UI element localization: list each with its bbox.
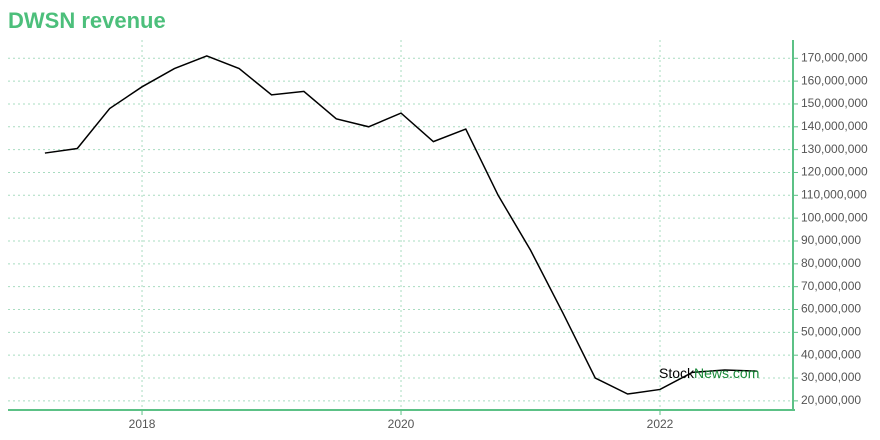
x-tick-label: 2022 [647,417,674,431]
watermark-stock: Stock [659,365,695,381]
y-tick-label: 130,000,000 [801,142,868,156]
y-tick-label: 30,000,000 [801,370,861,384]
y-tick-label: 170,000,000 [801,50,868,64]
y-tick-label: 20,000,000 [801,393,861,407]
watermark: StockNews.com [659,365,759,381]
y-tick-label: 50,000,000 [801,325,861,339]
y-tick-label: 100,000,000 [801,210,868,224]
line [44,55,758,395]
chart-title: DWSN revenue [8,8,166,33]
y-tick-label: 120,000,000 [801,165,868,179]
y-tick-label: 40,000,000 [801,347,861,361]
y-tick-label: 110,000,000 [801,187,867,201]
y-tick-label: 60,000,000 [801,302,861,316]
y-tick-label: 70,000,000 [801,279,861,293]
y-tick-label: 90,000,000 [801,233,861,247]
x-tick-label: 2018 [129,417,156,431]
y-tick-label: 150,000,000 [801,96,868,110]
x-tick-label: 2020 [388,417,415,431]
y-tick-label: 160,000,000 [801,73,868,87]
watermark-news: News.com [694,365,759,381]
y-tick-label: 80,000,000 [801,256,861,270]
y-tick-label: 140,000,000 [801,119,868,133]
